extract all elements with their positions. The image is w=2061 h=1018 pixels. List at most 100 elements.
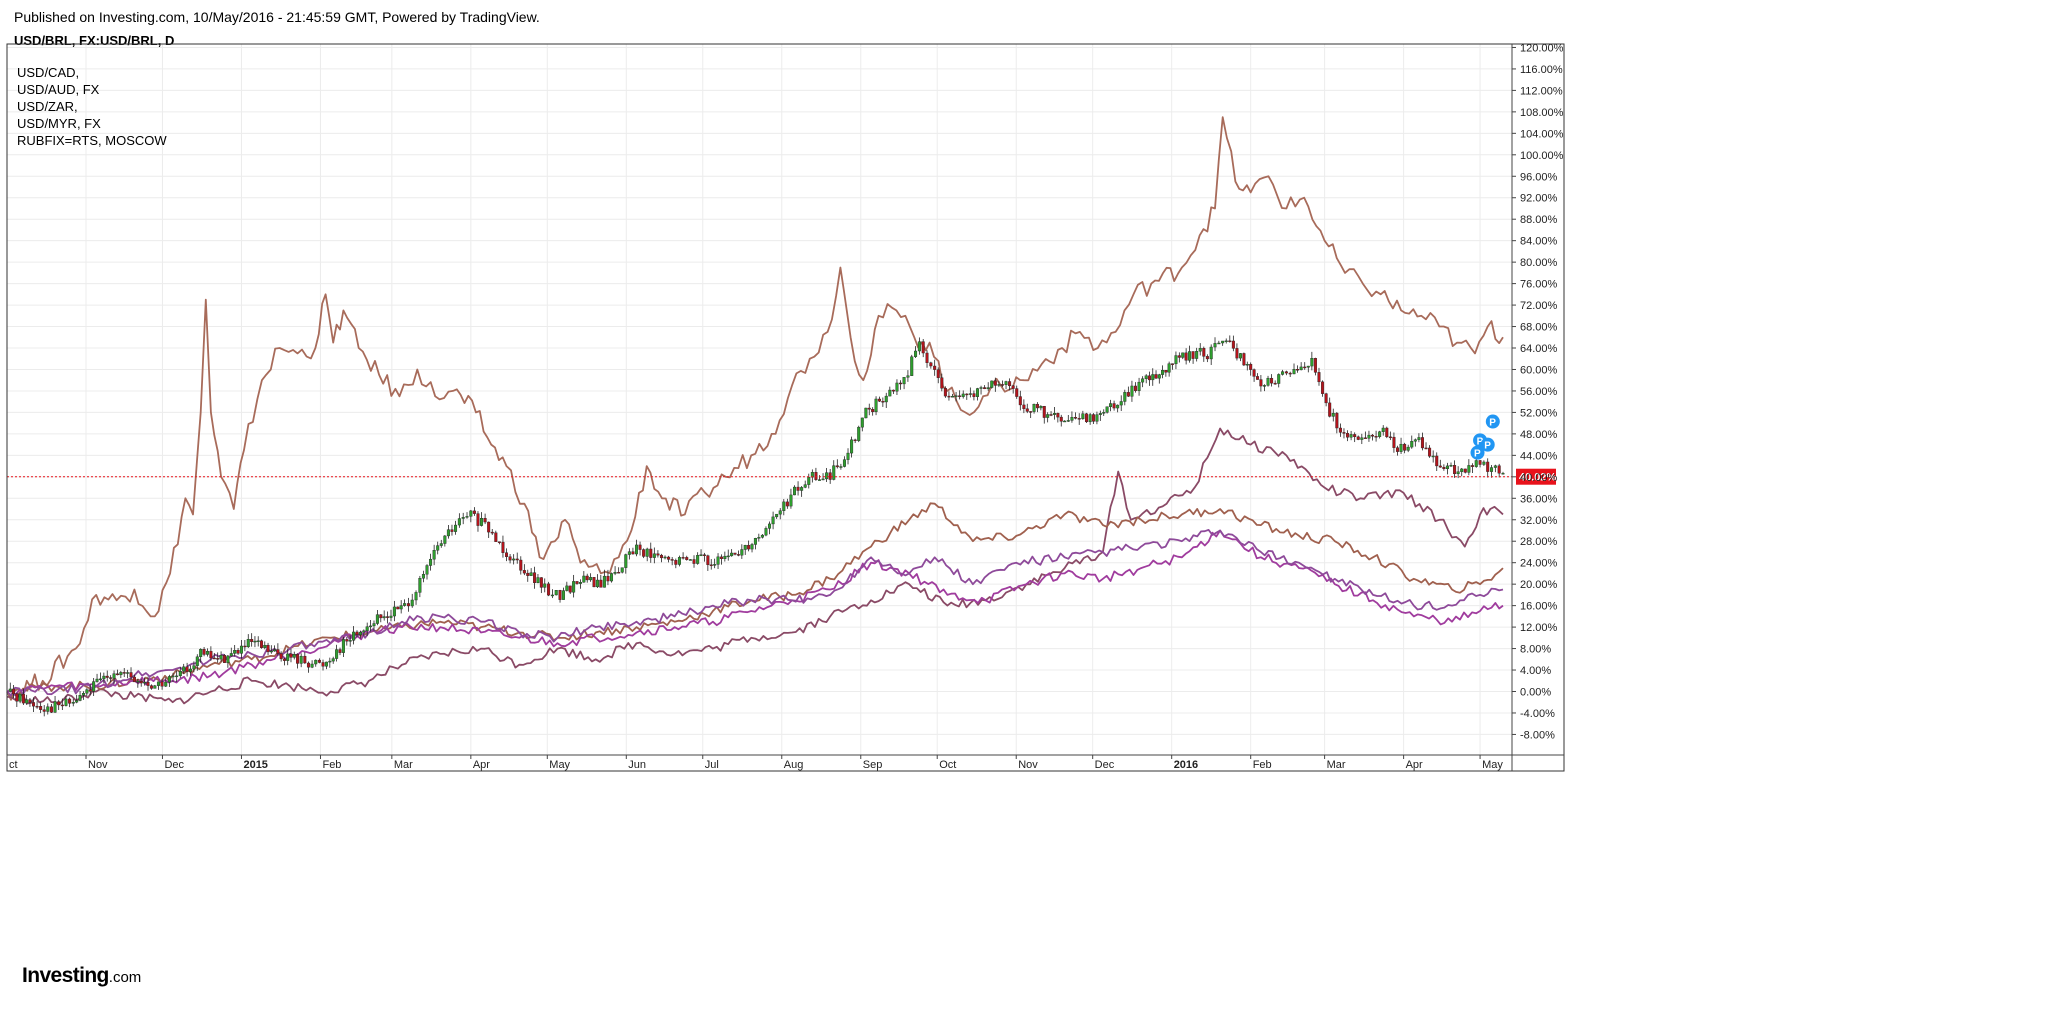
candle-down <box>785 501 789 507</box>
candle-up <box>768 523 772 529</box>
candle-down <box>965 393 969 396</box>
candle-down <box>1255 376 1259 380</box>
candle-up <box>126 672 130 674</box>
legend-item-myr: USD/MYR, FX <box>17 116 101 131</box>
candle-up <box>696 554 700 564</box>
chart-grid <box>6 44 1512 755</box>
candle-down <box>1147 375 1151 381</box>
candle-down <box>259 640 263 648</box>
candle-up <box>1032 403 1036 412</box>
candle-up <box>613 572 617 574</box>
candle-down <box>1059 416 1063 422</box>
candle-up <box>239 645 243 654</box>
candle-down <box>1442 466 1446 470</box>
candle-down <box>692 559 696 564</box>
candle-down <box>396 606 400 610</box>
x-tick-label: Feb <box>1253 759 1272 771</box>
candle-up <box>750 544 754 550</box>
candle-up <box>1181 352 1185 358</box>
candle-down <box>1288 372 1292 375</box>
series-legend: USD/CAD, USD/AUD, FX USD/ZAR, USD/MYR, F… <box>17 64 167 149</box>
candle-up <box>620 567 624 573</box>
candle-down <box>1296 369 1300 371</box>
candle-down <box>867 407 871 410</box>
candle-up <box>465 516 469 518</box>
candle-down <box>355 631 359 636</box>
event-marker[interactable]: P <box>1480 437 1495 452</box>
candle-up <box>410 599 414 607</box>
x-tick-label: May <box>1482 759 1503 771</box>
y-tick-label: 28.00% <box>1520 536 1558 548</box>
last-price-label: 40.02% <box>1519 472 1557 484</box>
candle-up <box>975 388 979 397</box>
candle-down <box>1403 443 1407 451</box>
candle-up <box>627 551 631 555</box>
y-tick-label: 4.00% <box>1520 665 1551 677</box>
candle-down <box>1231 340 1235 349</box>
candle-up <box>1445 465 1449 470</box>
candle-up <box>565 585 569 591</box>
event-marker[interactable]: P <box>1485 414 1500 429</box>
candle-down <box>160 681 164 687</box>
candle-up <box>362 630 366 633</box>
candle-up <box>1109 403 1113 407</box>
candle-up <box>1105 406 1109 413</box>
candle-up <box>1213 343 1217 348</box>
candle-up <box>800 487 804 491</box>
candle-up <box>365 626 369 631</box>
candle-down <box>877 398 881 402</box>
candle-up <box>1399 443 1403 452</box>
candle-up <box>358 631 362 636</box>
candle-up <box>624 554 628 568</box>
candle-up <box>389 615 393 618</box>
candle-down <box>1338 427 1342 433</box>
candle-down <box>386 616 390 618</box>
y-tick-label: 16.00% <box>1520 601 1558 613</box>
candle-down <box>306 662 310 668</box>
candle-down <box>1328 402 1332 417</box>
candle-up <box>1378 431 1382 437</box>
candle-up <box>92 681 96 692</box>
candle-down <box>317 659 321 663</box>
candle-down <box>606 575 610 582</box>
candle-up <box>782 501 786 511</box>
y-tick-label: -8.00% <box>1520 729 1555 741</box>
candle-up <box>1367 434 1371 439</box>
candle-down <box>216 658 220 660</box>
overlay-layer: 40.02%PP PP <box>7 414 1557 485</box>
candle-up <box>602 575 606 588</box>
candle-down <box>1202 348 1206 357</box>
candle-up <box>175 675 179 678</box>
candle-up <box>1209 346 1213 360</box>
candle-up <box>375 614 379 624</box>
candle-up <box>997 384 1001 386</box>
candle-up <box>314 659 318 665</box>
candle-up <box>740 549 744 556</box>
candle-up <box>1331 412 1335 417</box>
candle-down <box>1049 414 1053 416</box>
candle-up <box>821 478 825 481</box>
candle-down <box>1191 351 1195 359</box>
candle-up <box>269 650 273 653</box>
candle-down <box>585 575 589 581</box>
candle-up <box>205 650 209 655</box>
candle-down <box>1385 427 1389 438</box>
candle-up <box>425 565 429 575</box>
candle-up <box>1046 414 1050 418</box>
event-marker[interactable]: P <box>1470 445 1485 460</box>
candle-down <box>719 556 723 559</box>
candle-up <box>256 640 260 642</box>
y-tick-label: 52.00% <box>1520 407 1558 419</box>
y-tick-label: 48.00% <box>1520 429 1558 441</box>
candle-down <box>674 560 678 565</box>
candle-down <box>1171 363 1175 365</box>
candle-up <box>219 654 223 660</box>
candle-down <box>599 579 603 588</box>
candle-up <box>1410 441 1414 448</box>
candle-up <box>461 517 465 519</box>
candle-down <box>266 644 270 653</box>
candle-down <box>222 654 226 663</box>
candle-up <box>399 605 403 610</box>
y-tick-label: 92.00% <box>1520 193 1558 205</box>
